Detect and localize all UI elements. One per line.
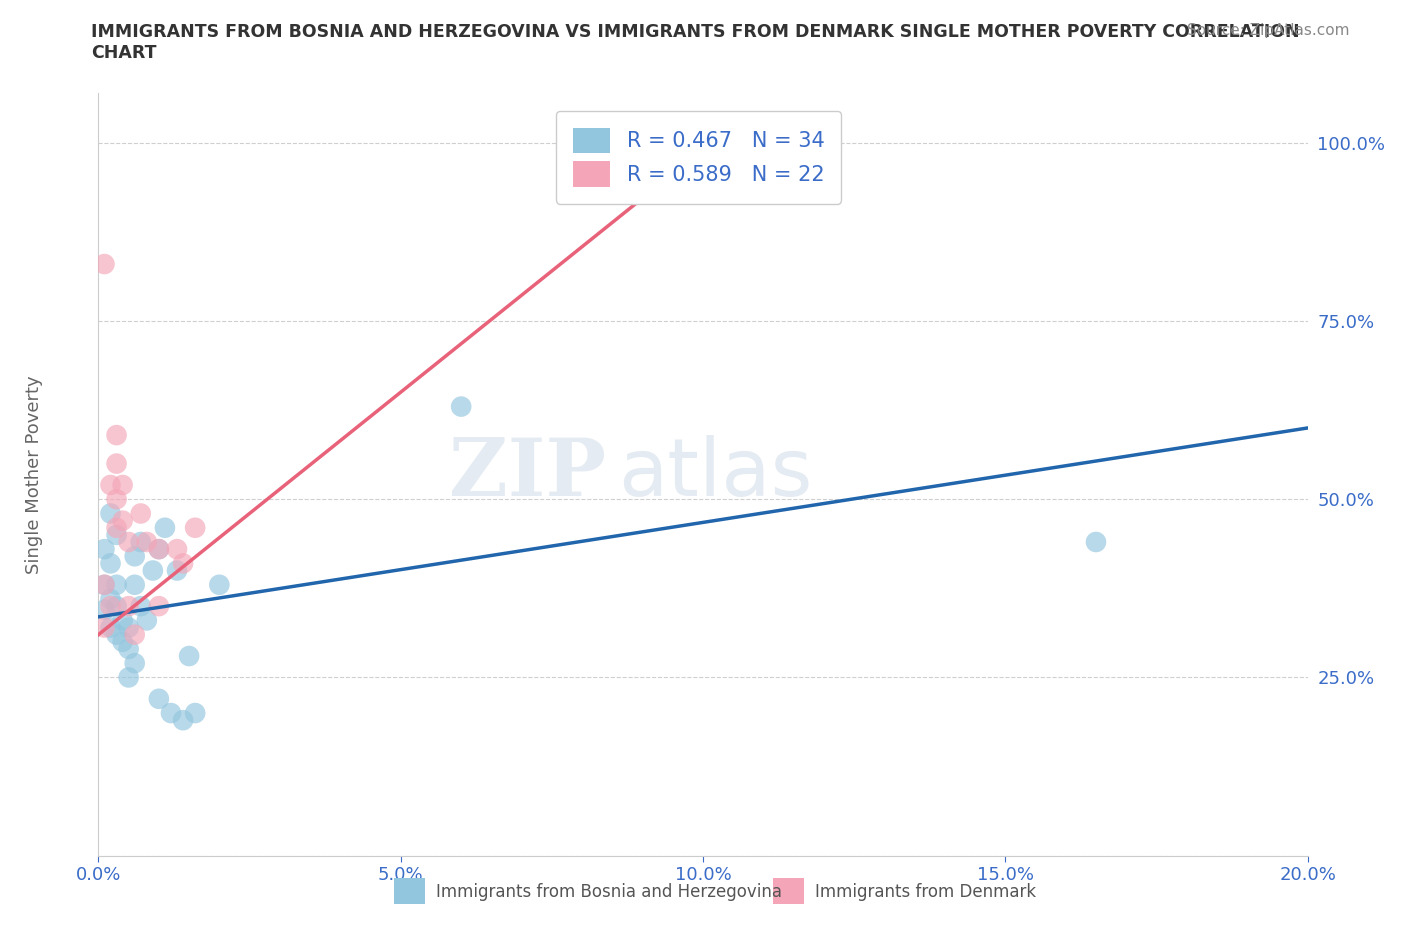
Point xyxy=(1085,535,1108,550)
Point xyxy=(142,563,165,578)
Point xyxy=(160,706,183,721)
Point xyxy=(172,712,194,727)
Point xyxy=(124,656,146,671)
Point xyxy=(124,549,146,564)
Point xyxy=(100,620,122,635)
Point xyxy=(135,613,157,628)
Point xyxy=(105,520,128,535)
Point xyxy=(208,578,231,592)
Point xyxy=(148,599,170,614)
Point xyxy=(105,457,128,472)
Text: Immigrants from Denmark: Immigrants from Denmark xyxy=(815,883,1036,901)
Point xyxy=(105,599,128,614)
Point xyxy=(179,648,201,663)
Point xyxy=(184,706,207,721)
Point xyxy=(153,520,176,535)
Point xyxy=(100,599,122,614)
Text: ZIP: ZIP xyxy=(450,435,606,513)
Point xyxy=(172,556,194,571)
Point xyxy=(124,627,146,642)
Point xyxy=(105,527,128,542)
Point xyxy=(105,627,128,642)
Point xyxy=(93,620,115,635)
Point xyxy=(100,506,122,521)
Point xyxy=(100,591,122,606)
Point xyxy=(148,691,170,706)
Point xyxy=(450,399,472,414)
Point xyxy=(100,477,122,492)
Legend: R = 0.467   N = 34, R = 0.589   N = 22: R = 0.467 N = 34, R = 0.589 N = 22 xyxy=(557,111,841,204)
Point xyxy=(111,634,134,649)
Text: atlas: atlas xyxy=(619,435,813,513)
Point xyxy=(118,599,141,614)
Point xyxy=(93,603,115,618)
Point xyxy=(166,541,188,556)
Point xyxy=(129,506,152,521)
Point xyxy=(93,578,115,592)
Point xyxy=(124,578,146,592)
Point xyxy=(118,535,141,550)
Point xyxy=(129,599,152,614)
Text: IMMIGRANTS FROM BOSNIA AND HERZEGOVINA VS IMMIGRANTS FROM DENMARK SINGLE MOTHER : IMMIGRANTS FROM BOSNIA AND HERZEGOVINA V… xyxy=(91,23,1301,62)
Text: Source: ZipAtlas.com: Source: ZipAtlas.com xyxy=(1187,23,1350,38)
Y-axis label: Single Mother Poverty: Single Mother Poverty xyxy=(25,375,42,574)
Point xyxy=(118,670,141,684)
Point xyxy=(105,578,128,592)
Point xyxy=(100,556,122,571)
Point xyxy=(118,620,141,635)
Point xyxy=(148,541,170,556)
Point xyxy=(93,257,115,272)
Point xyxy=(105,492,128,507)
Point xyxy=(135,535,157,550)
Point xyxy=(166,563,188,578)
Point xyxy=(93,541,115,556)
Point xyxy=(111,477,134,492)
Point xyxy=(111,613,134,628)
Point xyxy=(129,535,152,550)
Point xyxy=(148,541,170,556)
Point xyxy=(184,520,207,535)
Text: Immigrants from Bosnia and Herzegovina: Immigrants from Bosnia and Herzegovina xyxy=(436,883,782,901)
Point xyxy=(111,513,134,528)
Point xyxy=(93,578,115,592)
Point xyxy=(105,428,128,443)
Point xyxy=(673,157,696,172)
Point xyxy=(118,642,141,657)
